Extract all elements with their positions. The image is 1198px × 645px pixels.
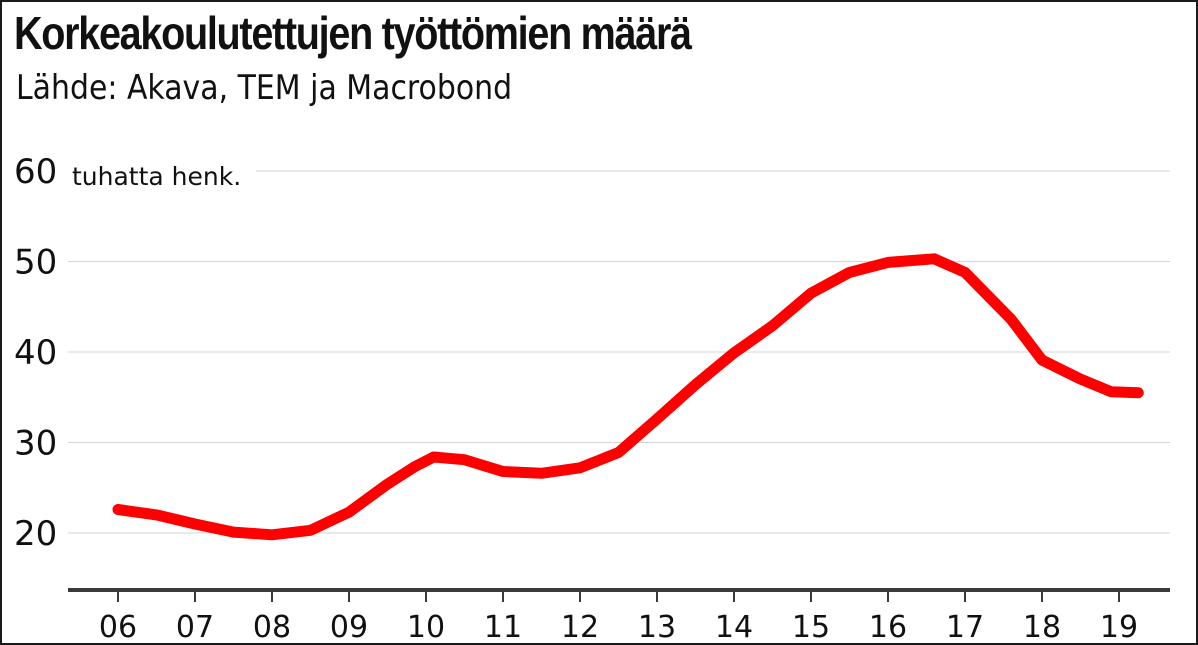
x-tick-label-16: 16 <box>869 610 907 645</box>
unit-label: tuhatta henk. <box>72 162 241 191</box>
gridlines <box>68 170 1170 534</box>
x-tick-label-15: 15 <box>792 610 830 645</box>
x-tick-label-11: 11 <box>484 610 522 645</box>
x-tick-label-07: 07 <box>176 610 214 645</box>
y-tick-label-60: 60 <box>14 152 57 192</box>
x-tick-label-13: 13 <box>638 610 676 645</box>
x-tick-label-12: 12 <box>561 610 599 645</box>
x-tick-label-08: 08 <box>253 610 291 645</box>
chart-subtitle: Lähde: Akava, TEM ja Macrobond <box>16 68 513 108</box>
x-tick-label-17: 17 <box>946 610 984 645</box>
x-tick-label-19: 19 <box>1100 610 1138 645</box>
x-tick-label-18: 18 <box>1023 610 1061 645</box>
y-tick-label-30: 30 <box>14 424 57 464</box>
unit-label-bg <box>66 152 256 194</box>
x-tick-label-06: 06 <box>99 610 137 645</box>
y-axis-ticks: 20 30 40 50 60 <box>14 152 57 554</box>
x-axis: 06 07 08 09 10 11 12 13 14 15 16 17 18 19 <box>68 588 1170 645</box>
series-lines <box>112 253 1144 541</box>
chart-title: Korkeakoulutettujen työttömien määrä <box>14 7 692 59</box>
y-tick-label-50: 50 <box>14 243 57 283</box>
x-tick-label-09: 09 <box>330 610 368 645</box>
x-tick-label-10: 10 <box>407 610 445 645</box>
series-line-0 <box>112 253 1144 541</box>
y-tick-label-20: 20 <box>14 514 57 554</box>
x-tick-label-14: 14 <box>715 610 753 645</box>
y-tick-label-40: 40 <box>14 333 57 373</box>
